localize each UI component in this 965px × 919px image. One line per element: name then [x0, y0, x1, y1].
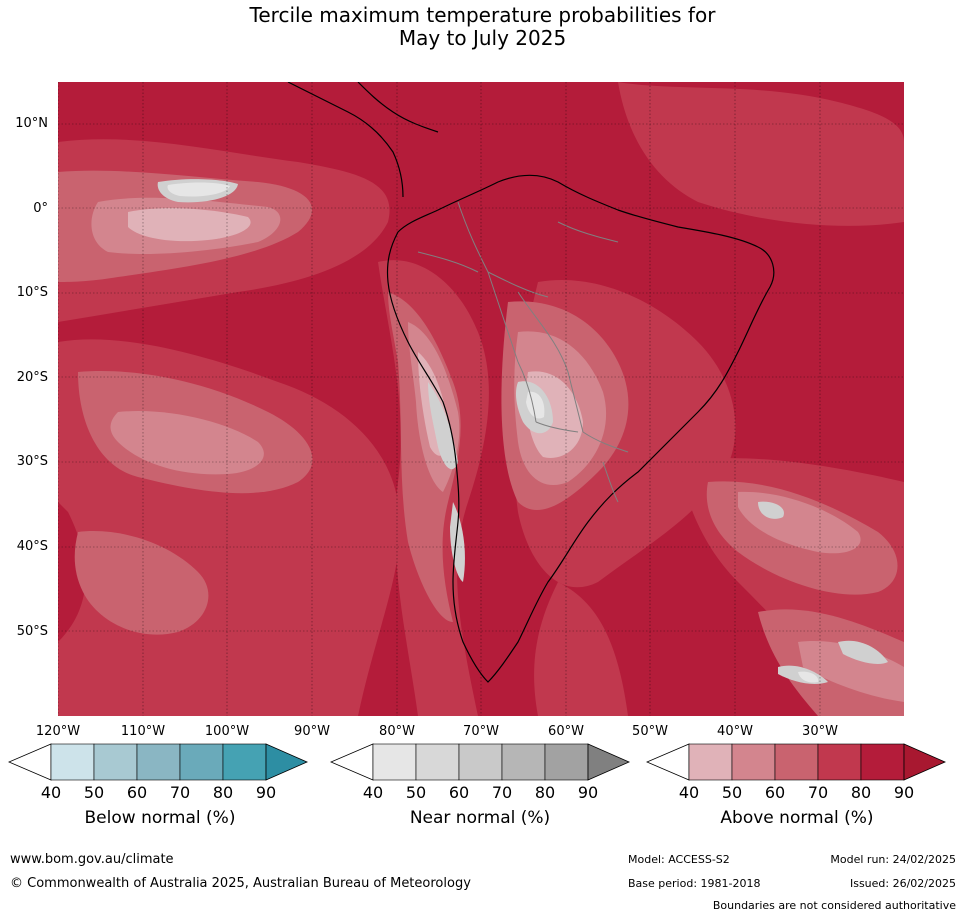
colorbar-segment — [50, 743, 95, 781]
zone-near-light — [167, 182, 819, 683]
central-america-coastline — [287, 82, 404, 198]
lat-label-40s: 40°S — [16, 539, 48, 554]
lon-label-40w: 40°W — [717, 724, 753, 739]
colorbar-segment — [415, 743, 460, 781]
lat-label-50s: 50°S — [16, 624, 48, 639]
lon-label-60w: 60°W — [548, 724, 584, 739]
colorbar-segment — [774, 743, 819, 781]
colorbar-tick-label: 90 — [255, 783, 277, 802]
title-line-1: Tercile maximum temperature probabilitie… — [249, 3, 716, 27]
colorbar-tick-label: 50 — [83, 783, 105, 802]
colorbar-tick-label: 60 — [764, 783, 786, 802]
colorbar-tick-label: 80 — [212, 783, 234, 802]
colorbar-max-arrow — [265, 743, 308, 781]
footer-model-run: Model run: 24/02/2025 — [830, 853, 956, 866]
lon-label-80w: 80°W — [379, 724, 415, 739]
colorbar-tick-label: 50 — [721, 783, 743, 802]
lat-label-10n: 10°N — [15, 116, 48, 131]
country-borders — [417, 201, 629, 503]
colorbar-segment — [860, 743, 905, 781]
colorbar-tick-label: 90 — [577, 783, 599, 802]
colorbar-tick-label: 60 — [448, 783, 470, 802]
footer-base-period: Base period: 1981-2018 — [628, 877, 761, 890]
lon-label-120w: 120°W — [35, 724, 81, 739]
legend-above-normal-title: Above normal (%) — [720, 808, 874, 828]
colorbar-max-arrow — [587, 743, 630, 781]
probability-map — [58, 82, 904, 716]
colorbar-segment — [688, 743, 733, 781]
footer-disclaimer: Boundaries are not considered authoritat… — [712, 899, 956, 912]
colorbar-segment — [817, 743, 862, 781]
colorbar-segment — [501, 743, 546, 781]
footer-model: Model: ACCESS-S2 — [628, 853, 730, 866]
colorbar-above-normal — [646, 743, 946, 781]
colorbar-tick-label: 50 — [405, 783, 427, 802]
colorbar-tick-label: 70 — [807, 783, 829, 802]
lon-label-30w: 30°W — [802, 724, 838, 739]
colorbar-segment — [372, 743, 417, 781]
lon-label-90w: 90°W — [294, 724, 330, 739]
colorbar-tick-label: 40 — [40, 783, 62, 802]
lon-label-50w: 50°W — [632, 724, 668, 739]
colorbar-tick-label: 40 — [362, 783, 384, 802]
colorbar-near-normal — [330, 743, 630, 781]
lon-label-70w: 70°W — [463, 724, 499, 739]
colorbar-min-arrow — [330, 743, 374, 781]
legend-below-normal-title: Below normal (%) — [84, 808, 236, 828]
colorbar-tick-label: 60 — [126, 783, 148, 802]
lon-label-100w: 100°W — [204, 724, 250, 739]
central-america-coastline-north — [357, 82, 439, 133]
footer-copyright: © Commonwealth of Australia 2025, Austra… — [10, 876, 471, 891]
colorbar-min-arrow — [8, 743, 52, 781]
colorbar-segment — [544, 743, 589, 781]
colorbar-tick-label: 80 — [850, 783, 872, 802]
legend-near-normal-title: Near normal (%) — [409, 808, 551, 828]
colorbar-below-normal — [8, 743, 308, 781]
colorbar-tick-label: 90 — [893, 783, 915, 802]
colorbar-tick-label: 80 — [534, 783, 556, 802]
colorbar-segment — [222, 743, 267, 781]
colorbar-tick-label: 70 — [169, 783, 191, 802]
colorbar-segment — [458, 743, 503, 781]
colorbar-min-arrow — [646, 743, 690, 781]
south-america-coastline — [386, 174, 775, 683]
lat-label-10s: 10°S — [16, 285, 48, 300]
colorbar-segment — [731, 743, 776, 781]
colorbar-tick-label: 40 — [678, 783, 700, 802]
colorbar-segment — [179, 743, 224, 781]
colorbar-segment — [93, 743, 138, 781]
lat-label-0: 0° — [33, 201, 48, 216]
title-line-2: May to July 2025 — [398, 26, 567, 50]
lat-label-30s: 30°S — [16, 454, 48, 469]
footer-issued: Issued: 26/02/2025 — [849, 877, 956, 890]
map-title: Tercile maximum temperature probabilitie… — [0, 4, 965, 50]
colorbar-tick-label: 70 — [491, 783, 513, 802]
lon-label-110w: 110°W — [120, 724, 166, 739]
footer-website: www.bom.gov.au/climate — [10, 852, 174, 867]
graticule — [58, 82, 904, 716]
lat-label-20s: 20°S — [16, 370, 48, 385]
colorbar-segment — [136, 743, 181, 781]
colorbar-max-arrow — [903, 743, 946, 781]
